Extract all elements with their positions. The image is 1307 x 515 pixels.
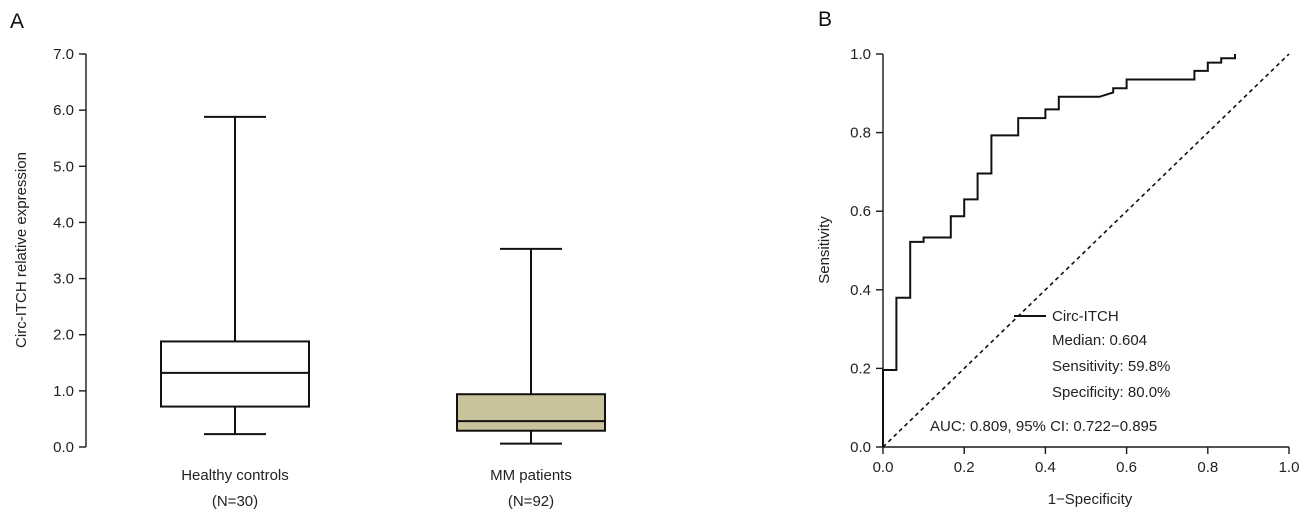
box-group (160, 115, 310, 436)
panel-a-y-tick-label: 0.0 (53, 439, 74, 456)
panel-b-x-ticks: 0.0 0.2 0.4 0.6 0.8 1.0 (873, 447, 1300, 476)
panel-b-legend: Circ-ITCH Median: 0.604 Sensitivity: 59.… (1014, 308, 1170, 401)
panel-b-y-tick-label: 0.8 (850, 125, 871, 142)
panel-a-box-plot: A Circ-ITCH relative expression 0.0 1.0 2.… (10, 10, 606, 510)
legend-sensitivity-text: Sensitivity: 59.8% (1052, 358, 1170, 375)
panel-a-y-tick-label: 2.0 (53, 327, 74, 344)
panel-a-boxes (160, 115, 606, 445)
panel-b-x-tick-label: 0.4 (1035, 459, 1056, 476)
panel-b-y-ticks: 0.0 0.2 0.4 0.6 0.8 1.0 (850, 46, 883, 456)
panel-b-y-tick-label: 0.6 (850, 203, 871, 220)
iqr-box (160, 340, 310, 408)
panel-b-x-tick-label: 0.8 (1197, 459, 1218, 476)
panel-b-y-tick-label: 0.2 (850, 360, 871, 377)
panel-b-y-tick-label: 0.0 (850, 439, 871, 456)
panel-a-y-tick-label: 6.0 (53, 102, 74, 119)
panel-a-x-labels: Healthy controls (N=30) MM patients (N=92) (181, 467, 572, 510)
panel-b-x-tick-label: 0.6 (1116, 459, 1137, 476)
legend-specificity-text: Specificity: 80.0% (1052, 384, 1170, 401)
panel-b-roc-curve: B Sensitivity 1−Specificity 0.0 0.2 0.4 0.6… (816, 8, 1299, 508)
panel-b-y-tick-label: 1.0 (850, 46, 871, 63)
panel-a-label: A (10, 10, 24, 33)
panel-b-y-axis-label: Sensitivity (816, 216, 833, 284)
panel-a-y-tick-label: 4.0 (53, 214, 74, 231)
panel-a-y-tick-label: 3.0 (53, 271, 74, 288)
panel-b-x-tick-label: 1.0 (1279, 459, 1300, 476)
panel-a-y-tick-label: 7.0 (53, 46, 74, 63)
box-group (456, 247, 606, 445)
panel-a-y-axis-label: Circ-ITCH relative expression (13, 152, 30, 348)
panel-b-y-tick-label: 0.4 (850, 282, 871, 299)
panel-b-x-axis-label: 1−Specificity (1048, 491, 1133, 508)
iqr-box (456, 393, 606, 432)
group-name-label: Healthy controls (181, 467, 289, 484)
panel-a-y-ticks: 0.0 1.0 2.0 3.0 4.0 5.0 6.0 7.0 (53, 46, 86, 456)
group-n-label: (N=30) (212, 493, 258, 510)
auc-annotation: AUC: 0.809, 95% CI: 0.722−0.895 (930, 418, 1157, 435)
panel-a-y-tick-label: 1.0 (53, 383, 74, 400)
panel-b-label: B (818, 8, 832, 31)
panel-b-x-tick-label: 0.0 (873, 459, 894, 476)
group-name-label: MM patients (490, 467, 572, 484)
legend-entry-circ-itch: Circ-ITCH (1052, 308, 1119, 325)
legend-median-text: Median: 0.604 (1052, 332, 1147, 349)
panel-b-x-tick-label: 0.2 (954, 459, 975, 476)
panel-b-series (882, 53, 1290, 448)
group-n-label: (N=92) (508, 493, 554, 510)
roc-curve-line (882, 54, 1236, 447)
panel-a-y-tick-label: 5.0 (53, 158, 74, 175)
